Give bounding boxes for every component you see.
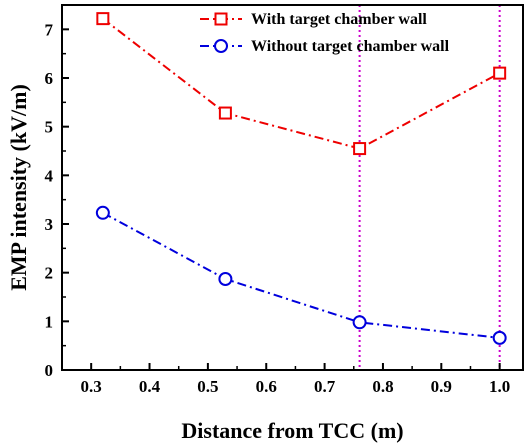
x-tick-label: 0.7 [314,377,336,396]
y-axis-ticks: 0 1 2 3 4 5 6 7 [45,20,69,380]
y-tick-label: 4 [45,166,54,185]
y-tick-label: 1 [45,312,54,331]
y-tick-label: 0 [45,361,54,380]
y-tick-label: 3 [45,215,54,234]
series-0 [96,12,507,156]
series-line [102,211,500,339]
legend: With target chamber wall Without target c… [200,11,450,55]
y-tick-label: 2 [45,264,54,283]
data-point [492,330,507,345]
data-point [353,142,367,156]
y-tick-label: 6 [45,69,54,88]
data-point [218,271,233,286]
x-tick-label: 0.5 [197,377,218,396]
x-axis-ticks: 0.3 0.4 0.5 0.6 0.7 0.8 0.9 1.0 [81,363,510,396]
y-tick-label: 7 [45,20,54,39]
x-tick-label: 1.0 [489,377,510,396]
legend-marker [214,39,228,53]
legend-label: With target chamber wall [251,11,427,28]
legend-marker [214,12,228,26]
x-tick-label: 0.8 [372,377,393,396]
data-point [352,315,367,330]
series-line [102,17,501,150]
series-1 [95,205,507,345]
x-tick-label: 0.3 [81,377,102,396]
reference-lines [358,5,501,370]
plot-frame [61,4,524,371]
x-axis-title: Distance from TCC (m) [181,418,403,443]
x-tick-label: 0.4 [139,377,161,396]
y-axis-title: EMP intensity (kV/m) [6,84,31,291]
legend-label: Without target chamber wall [251,38,450,55]
x-tick-label: 0.9 [431,377,452,396]
data-point [493,66,507,80]
y-tick-label: 5 [45,118,54,137]
x-tick-label: 0.6 [256,377,277,396]
data-point [96,12,110,26]
series-layer [95,12,507,345]
data-point [218,106,232,120]
data-point [95,205,110,220]
